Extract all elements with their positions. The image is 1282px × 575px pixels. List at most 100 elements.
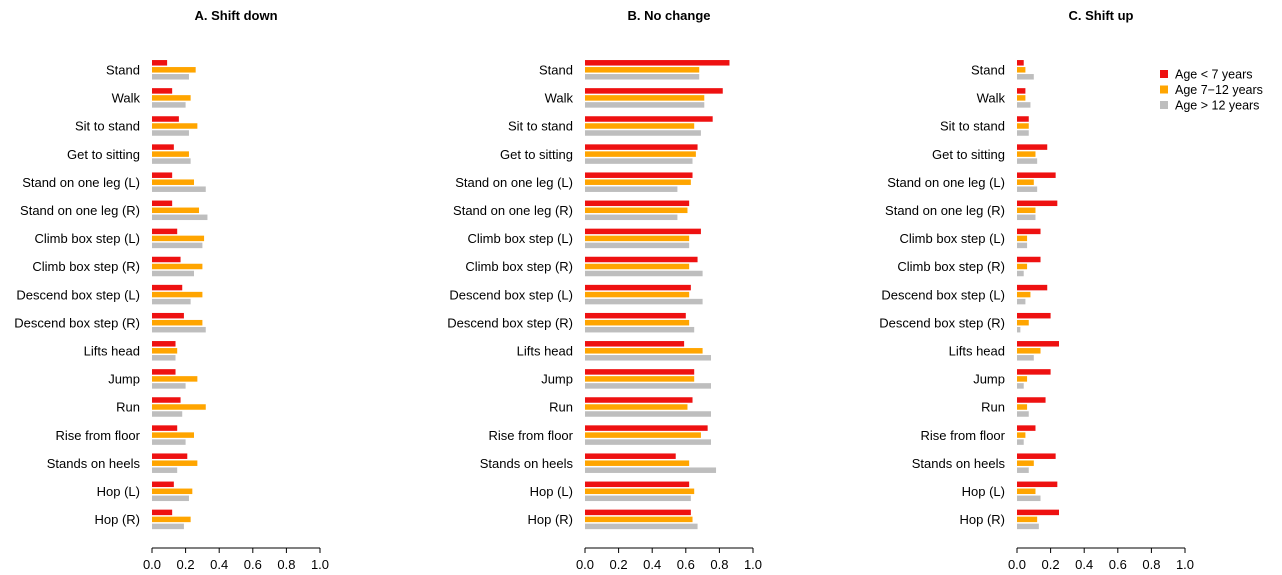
bar-age-7-years-stand-on-one-leg-r [585,200,690,207]
category-label-jump: Jump [541,372,573,387]
bar-age-7-years-stands-on-heels [1017,453,1056,459]
legend-label-age-12-years: Age > 12 years [1175,99,1259,113]
bar-age-7-12-years-stand-on-one-leg-l [152,179,194,185]
bar-age-7-12-years-descend-box-step-r [152,319,203,326]
category-label-descend-box-step-l: Descend box step (L) [449,287,573,302]
bar-age-7-years-stand-on-one-leg-r [152,200,173,207]
category-label-stand-on-one-leg-l: Stand on one leg (L) [22,175,140,190]
category-label-stands-on-heels: Stands on heels [912,456,1006,471]
x-tick-label: 0.0 [1008,557,1026,572]
bar-age-7-12-years-run [1017,404,1028,410]
bar-age-7-years-jump [585,369,695,375]
bar-age-12-years-climb-box-step-r [585,270,703,277]
x-tick-label: 0.6 [1109,557,1127,572]
category-label-stand: Stand [106,63,140,78]
category-label-lifts-head: Lifts head [949,344,1005,359]
bar-age-7-years-lifts-head [152,341,176,347]
bar-age-7-12-years-hop-l [1017,488,1036,495]
category-label-hop-r: Hop (R) [94,512,140,527]
bar-age-7-years-walk [585,88,723,94]
bar-age-7-years-hop-l [152,481,174,488]
category-label-descend-box-step-r: Descend box step (R) [447,315,573,330]
bar-age-7-12-years-walk [585,95,705,101]
bar-age-12-years-stand-on-one-leg-r [585,214,678,221]
bar-age-12-years-hop-r [1017,523,1039,530]
bar-age-7-12-years-stand [1017,67,1026,73]
bar-age-7-12-years-hop-r [585,516,693,523]
legend-label-age-7-12-years: Age 7−12 years [1175,83,1263,97]
bar-age-7-12-years-stand [585,67,700,73]
bar-age-12-years-climb-box-step-r [1017,270,1024,277]
bar-age-7-12-years-stand-on-one-leg-l [1017,179,1034,185]
bar-age-12-years-get-to-sitting [585,158,693,164]
bar-age-7-years-get-to-sitting [585,144,698,150]
bar-age-7-12-years-sit-to-stand [1017,123,1029,129]
bar-age-7-years-sit-to-stand [152,116,179,122]
x-tick-label: 0.0 [576,557,594,572]
x-tick-label: 0.2 [610,557,628,572]
bar-age-7-years-walk [152,88,173,94]
bar-age-12-years-get-to-sitting [1017,158,1038,164]
category-label-stand-on-one-leg-l: Stand on one leg (L) [887,175,1005,190]
bar-age-7-years-descend-box-step-l [585,284,691,291]
bar-age-7-years-rise-from-floor [1017,425,1036,431]
bar-age-7-years-stand [152,60,168,66]
bar-age-7-12-years-lifts-head [1017,348,1041,354]
category-label-jump: Jump [108,372,140,387]
bar-age-12-years-stand-on-one-leg-r [1017,214,1036,221]
category-label-hop-l: Hop (L) [962,484,1005,499]
category-label-climb-box-step-r: Climb box step (R) [32,259,140,274]
bar-age-7-years-hop-r [152,509,173,516]
bar-age-12-years-walk [1017,102,1031,108]
x-tick-label: 1.0 [311,557,329,572]
bar-age-12-years-climb-box-step-l [1017,242,1028,249]
bar-age-7-12-years-climb-box-step-l [152,235,205,242]
bar-age-7-12-years-get-to-sitting [152,151,189,157]
category-label-jump: Jump [973,372,1005,387]
category-label-sit-to-stand: Sit to stand [508,119,573,134]
bar-age-7-years-rise-from-floor [585,425,708,431]
bar-age-12-years-run [152,411,183,417]
x-tick-label: 0.4 [643,557,661,572]
bar-age-7-12-years-walk [152,95,191,101]
bar-age-7-years-sit-to-stand [585,116,713,122]
bar-age-7-years-sit-to-stand [1017,116,1029,122]
category-label-stand: Stand [539,63,573,78]
bar-age-12-years-hop-l [1017,495,1041,502]
category-label-run: Run [549,400,573,415]
bar-age-12-years-climb-box-step-l [152,242,203,249]
x-tick-label: 0.4 [1075,557,1093,572]
bar-age-12-years-descend-box-step-l [585,298,703,305]
x-tick-label: 0.6 [677,557,695,572]
bar-age-12-years-jump [1017,383,1024,389]
bar-age-12-years-climb-box-step-l [585,242,690,249]
bar-age-7-years-hop-l [1017,481,1058,488]
bar-age-7-12-years-descend-box-step-l [1017,291,1031,298]
bar-age-7-12-years-lifts-head [152,348,178,354]
category-label-get-to-sitting: Get to sitting [500,147,573,162]
category-label-stands-on-heels: Stands on heels [480,456,574,471]
category-label-stand-on-one-leg-r: Stand on one leg (R) [20,203,140,218]
bar-age-7-years-stands-on-heels [152,453,188,459]
bar-age-7-12-years-sit-to-stand [152,123,198,129]
bar-age-7-12-years-sit-to-stand [585,123,695,129]
category-label-climb-box-step-l: Climb box step (L) [35,231,140,246]
x-tick-label: 0.8 [1142,557,1160,572]
bar-age-7-years-hop-r [585,509,691,516]
x-tick-label: 0.6 [244,557,262,572]
bar-age-7-12-years-climb-box-step-r [585,263,690,270]
bar-age-7-years-climb-box-step-r [152,256,181,263]
bar-age-12-years-get-to-sitting [152,158,191,164]
bar-age-7-years-descend-box-step-r [585,312,686,319]
category-label-run: Run [981,400,1005,415]
bar-age-7-12-years-stands-on-heels [585,460,690,466]
x-tick-label: 0.4 [210,557,228,572]
bar-age-7-years-run [585,397,693,403]
category-label-climb-box-step-l: Climb box step (L) [468,231,573,246]
bar-age-7-years-climb-box-step-l [152,228,178,235]
bar-age-7-12-years-hop-l [585,488,695,495]
bar-age-7-12-years-get-to-sitting [1017,151,1036,157]
bar-age-7-years-climb-box-step-r [585,256,698,263]
bar-age-7-12-years-climb-box-step-l [585,235,690,242]
bar-age-7-years-run [1017,397,1046,403]
